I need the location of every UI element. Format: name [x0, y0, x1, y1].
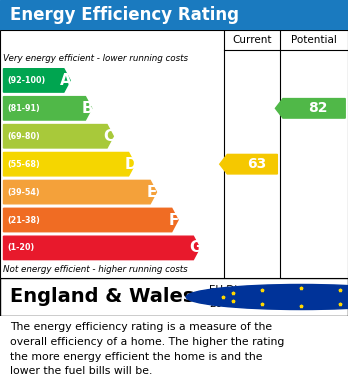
Text: Current: Current	[232, 35, 272, 45]
Polygon shape	[3, 69, 70, 92]
Polygon shape	[3, 180, 157, 204]
Polygon shape	[220, 154, 277, 174]
Polygon shape	[3, 124, 113, 148]
Text: (55-68): (55-68)	[8, 160, 40, 169]
Polygon shape	[3, 152, 135, 176]
Text: Energy Efficiency Rating: Energy Efficiency Rating	[10, 6, 239, 24]
Text: (69-80): (69-80)	[8, 132, 40, 141]
Text: England & Wales: England & Wales	[10, 287, 195, 307]
Text: (21-38): (21-38)	[8, 215, 40, 224]
Polygon shape	[3, 236, 200, 260]
Text: C: C	[103, 129, 114, 144]
Polygon shape	[3, 97, 92, 120]
Text: Very energy efficient - lower running costs: Very energy efficient - lower running co…	[3, 54, 189, 63]
Text: E: E	[147, 185, 157, 199]
Text: A: A	[60, 73, 72, 88]
Text: B: B	[81, 101, 93, 116]
Polygon shape	[275, 99, 345, 118]
Text: (1-20): (1-20)	[8, 244, 35, 253]
Text: G: G	[189, 240, 201, 255]
Text: (81-91): (81-91)	[8, 104, 40, 113]
Polygon shape	[3, 208, 178, 232]
Text: The energy efficiency rating is a measure of the
overall efficiency of a home. T: The energy efficiency rating is a measur…	[10, 322, 285, 377]
Text: Not energy efficient - higher running costs: Not energy efficient - higher running co…	[3, 265, 188, 274]
Circle shape	[186, 285, 348, 310]
Text: D: D	[124, 157, 137, 172]
Text: Potential: Potential	[291, 35, 337, 45]
Text: EU Directive
2002/91/EC: EU Directive 2002/91/EC	[209, 285, 273, 308]
Text: (92-100): (92-100)	[8, 76, 46, 85]
Text: (39-54): (39-54)	[8, 188, 40, 197]
Text: 82: 82	[308, 101, 328, 115]
Text: F: F	[168, 212, 179, 228]
Text: 63: 63	[247, 157, 266, 171]
